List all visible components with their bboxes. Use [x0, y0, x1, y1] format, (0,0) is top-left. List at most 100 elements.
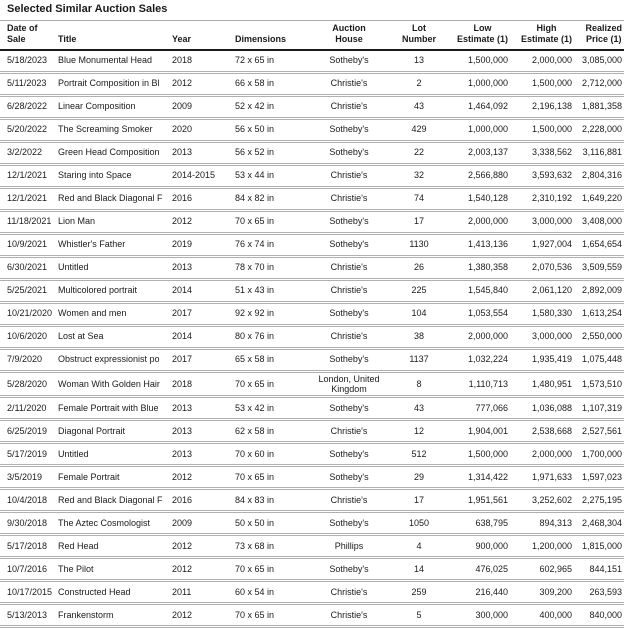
realized-price-cell: 2,275,195 [574, 488, 624, 514]
year-cell: 2009 [170, 511, 230, 537]
table-row: 10/17/2015 Constructed Head 2011 60 x 54 in… [0, 580, 624, 606]
high-estimate-cell: 2,000,000 [510, 442, 574, 468]
date-of-sale-cell: 10/6/2020 [0, 325, 58, 350]
realized-price-cell: 2,712,000 [574, 72, 624, 97]
auction-house-cell: Sotheby's [304, 396, 394, 422]
title-cell: The Pilot [58, 557, 170, 583]
low-estimate-cell: 1,540,128 [444, 187, 510, 212]
title-cell: Staring into Space [58, 164, 170, 189]
dimensions-cell: 51 x 43 in [230, 279, 304, 304]
year-cell: 2013 [170, 396, 230, 422]
lot-number-cell: 429 [394, 118, 444, 143]
realized-price-cell: 1,654,654 [574, 233, 624, 258]
realized-price-cell: 3,085,000 [574, 49, 624, 74]
realized-price-cell: 2,804,316 [574, 164, 624, 189]
low-estimate-cell: 900,000 [444, 534, 510, 560]
year-cell: 2017 [170, 302, 230, 327]
low-estimate-cell: 1,500,000 [444, 49, 510, 74]
realized-price-cell: 1,597,023 [574, 465, 624, 491]
high-estimate-cell: 2,070,536 [510, 256, 574, 281]
lot-number-cell: 32 [394, 164, 444, 189]
year-cell: 2020 [170, 118, 230, 143]
dimensions-cell: 53 x 42 in [230, 396, 304, 422]
column-header-date-of-sale: Date of Sale [0, 20, 58, 51]
low-estimate-cell: 1,314,422 [444, 465, 510, 491]
dimensions-cell: 80 x 76 in [230, 325, 304, 350]
high-estimate-cell: 2,061,120 [510, 279, 574, 304]
dimensions-cell: 73 x 68 in [230, 534, 304, 560]
high-estimate-cell: 1,480,951 [510, 371, 574, 399]
low-estimate-cell: 638,795 [444, 511, 510, 537]
low-estimate-cell: 1,500,000 [444, 442, 510, 468]
table-row: 5/13/2013 Frankenstorm 2012 70 x 65 in Chris… [0, 603, 624, 628]
high-estimate-cell: 1,200,000 [510, 534, 574, 560]
title-cell: Portrait Composition in Bl [58, 72, 170, 97]
year-cell: 2012 [170, 603, 230, 628]
high-estimate-cell: 2,310,192 [510, 187, 574, 212]
dimensions-cell: 92 x 92 in [230, 302, 304, 327]
lot-number-cell: 43 [394, 396, 444, 422]
table-row: 11/18/2021 Lion Man 2012 70 x 65 in Sotheby'… [0, 210, 624, 235]
realized-price-cell: 1,075,448 [574, 348, 624, 373]
date-of-sale-cell: 5/11/2023 [0, 72, 58, 97]
lot-number-cell: 5 [394, 603, 444, 628]
year-cell: 2013 [170, 419, 230, 445]
date-of-sale-cell: 5/17/2019 [0, 442, 58, 468]
title-cell: Constructed Head [58, 580, 170, 606]
high-estimate-cell: 1,036,088 [510, 396, 574, 422]
year-cell: 2013 [170, 256, 230, 281]
title-cell: Multicolored portrait [58, 279, 170, 304]
table-row: 12/1/2021 Red and Black Diagonal F 2016 84 … [0, 187, 624, 212]
low-estimate-cell: 1,110,713 [444, 371, 510, 399]
table-row: 10/7/2016 The Pilot 2012 70 x 65 in Sotheby'… [0, 557, 624, 583]
column-header-label: Realized Price (1) [585, 23, 622, 45]
lot-number-cell: 2 [394, 72, 444, 97]
lot-number-cell: 14 [394, 557, 444, 583]
lot-number-cell: 225 [394, 279, 444, 304]
low-estimate-cell: 2,566,880 [444, 164, 510, 189]
auction-house-cell: Christie's [304, 419, 394, 445]
dimensions-cell: 70 x 60 in [230, 442, 304, 468]
title-cell: Lost at Sea [58, 325, 170, 350]
dimensions-cell: 62 x 58 in [230, 419, 304, 445]
column-header-label: Date of Sale [7, 23, 38, 45]
lot-number-cell: 8 [394, 371, 444, 399]
lot-number-cell: 12 [394, 419, 444, 445]
realized-price-cell: 1,107,319 [574, 396, 624, 422]
table-row: 5/20/2022 The Screaming Smoker 2020 56 x 50… [0, 118, 624, 143]
low-estimate-cell: 1,413,136 [444, 233, 510, 258]
title-cell: Whistler's Father [58, 233, 170, 258]
title-cell: Blue Monumental Head [58, 49, 170, 74]
column-header-year: Year [170, 20, 230, 51]
lot-number-cell: 259 [394, 580, 444, 606]
realized-price-cell: 1,573,510 [574, 371, 624, 399]
realized-price-cell: 263,593 [574, 580, 624, 606]
auction-house-cell: Sotheby's [304, 442, 394, 468]
title-cell: Lion Man [58, 210, 170, 235]
high-estimate-cell: 309,200 [510, 580, 574, 606]
table-body: 5/18/2023 Blue Monumental Head 2018 72 x 65… [0, 49, 624, 628]
date-of-sale-cell: 9/30/2018 [0, 511, 58, 537]
realized-price-cell: 1,700,000 [574, 442, 624, 468]
high-estimate-cell: 1,971,633 [510, 465, 574, 491]
table-row: 6/30/2021 Untitled 2013 78 x 70 in Christie'… [0, 256, 624, 281]
date-of-sale-cell: 10/7/2016 [0, 557, 58, 583]
date-of-sale-cell: 12/1/2021 [0, 187, 58, 212]
date-of-sale-cell: 5/18/2023 [0, 49, 58, 74]
title-cell: Untitled [58, 442, 170, 468]
lot-number-cell: 1137 [394, 348, 444, 373]
year-cell: 2012 [170, 557, 230, 583]
auction-house-cell: Sotheby's [304, 210, 394, 235]
table-row: 7/9/2020 Obstruct expressionist po 2017 65 … [0, 348, 624, 373]
auction-house-cell: Sotheby's [304, 233, 394, 258]
year-cell: 2013 [170, 141, 230, 166]
column-header-low-estimate: Low Estimate (1) [444, 20, 510, 51]
auction-house-cell: Christie's [304, 256, 394, 281]
high-estimate-cell: 1,580,330 [510, 302, 574, 327]
year-cell: 2017 [170, 348, 230, 373]
year-cell: 2019 [170, 233, 230, 258]
lot-number-cell: 43 [394, 95, 444, 120]
column-header-auction-house: Auction House [304, 20, 394, 51]
auction-house-cell: London, United Kingdom [304, 371, 394, 399]
title-cell: Obstruct expressionist po [58, 348, 170, 373]
